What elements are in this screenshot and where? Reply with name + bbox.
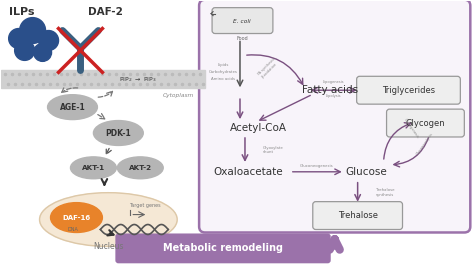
Text: Food: Food — [236, 36, 248, 40]
Bar — [0, 70, 205, 88]
Text: Glyoxylate
shunt: Glyoxylate shunt — [263, 146, 283, 154]
Text: Lipids: Lipids — [218, 63, 229, 67]
Text: DAF-16: DAF-16 — [63, 215, 91, 221]
Text: Oxaloacetate: Oxaloacetate — [213, 167, 283, 177]
FancyBboxPatch shape — [115, 234, 331, 263]
Text: AGE-1: AGE-1 — [60, 103, 85, 112]
Text: Lipogenesis: Lipogenesis — [323, 80, 345, 84]
Text: AKT-2: AKT-2 — [129, 165, 152, 171]
Text: Gluconeogenesis: Gluconeogenesis — [300, 164, 334, 168]
Circle shape — [34, 43, 52, 61]
Circle shape — [9, 28, 28, 48]
Text: Nucleus: Nucleus — [93, 242, 124, 251]
Text: Triglycerides: Triglycerides — [382, 86, 435, 95]
Text: Trehalose: Trehalose — [337, 211, 378, 220]
Text: Lipolysis: Lipolysis — [326, 94, 341, 98]
Text: DNA: DNA — [67, 227, 78, 232]
Ellipse shape — [51, 203, 102, 232]
Text: PIP$_2$ $\rightarrow$ PIP$_3$: PIP$_2$ $\rightarrow$ PIP$_3$ — [119, 75, 157, 84]
Text: Target genes: Target genes — [129, 203, 161, 208]
Circle shape — [15, 40, 35, 60]
Text: Acetyl-CoA: Acetyl-CoA — [229, 123, 286, 133]
Text: Fatty acids: Fatty acids — [301, 85, 358, 95]
Text: Carbohydrates: Carbohydrates — [209, 70, 237, 74]
Text: Glycogen: Glycogen — [406, 119, 445, 128]
Ellipse shape — [118, 157, 163, 179]
Text: Glycogenolysis: Glycogenolysis — [415, 132, 434, 156]
Ellipse shape — [40, 193, 177, 246]
Text: Amino acids: Amino acids — [211, 77, 235, 81]
FancyBboxPatch shape — [313, 202, 402, 230]
Text: DAF-2: DAF-2 — [89, 7, 123, 16]
Text: Glucose: Glucose — [346, 167, 387, 177]
Text: E. coli: E. coli — [233, 19, 251, 24]
Circle shape — [19, 18, 46, 43]
Text: FA synthesis/
β-oxidation: FA synthesis/ β-oxidation — [257, 57, 279, 80]
Ellipse shape — [71, 157, 116, 179]
Text: ILPs: ILPs — [9, 7, 34, 16]
FancyBboxPatch shape — [356, 76, 460, 104]
Ellipse shape — [47, 95, 98, 120]
Text: Cytoplasm: Cytoplasm — [163, 93, 194, 98]
Text: Glycogenesis: Glycogenesis — [403, 117, 420, 139]
FancyBboxPatch shape — [387, 109, 465, 137]
FancyBboxPatch shape — [199, 0, 470, 232]
Text: Metabolic remodeling: Metabolic remodeling — [163, 243, 283, 253]
Circle shape — [38, 31, 58, 51]
Ellipse shape — [93, 120, 143, 146]
Text: Trehalose
synthesis: Trehalose synthesis — [375, 188, 394, 197]
Text: PDK-1: PDK-1 — [106, 128, 131, 138]
Text: AKT-1: AKT-1 — [82, 165, 105, 171]
FancyBboxPatch shape — [212, 8, 273, 34]
